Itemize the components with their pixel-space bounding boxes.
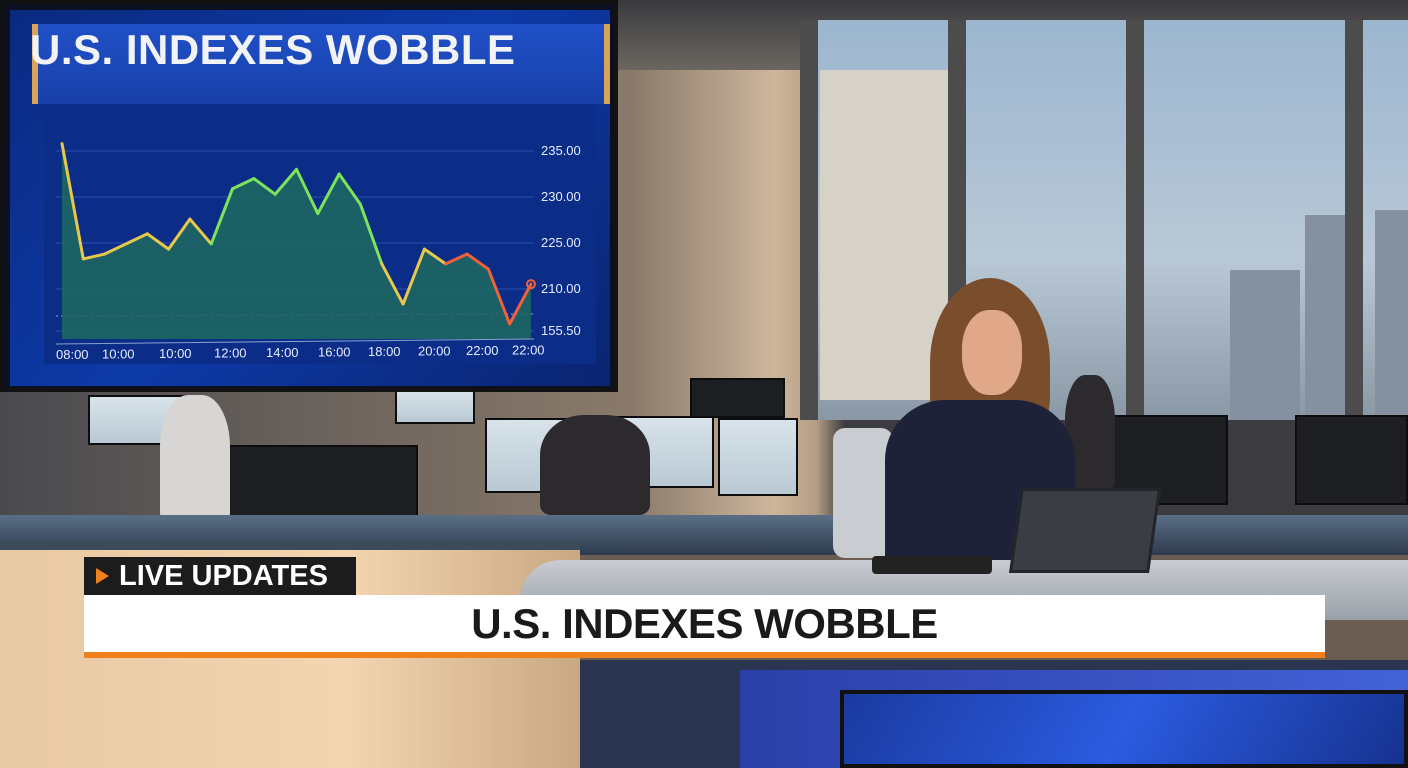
chart-line-segment	[358, 202, 384, 266]
y-tick-label: 230.00	[541, 189, 581, 204]
chair	[833, 428, 893, 558]
headline-text: U.S. INDEXES WOBBLE	[471, 599, 938, 647]
x-tick-label: 10:00	[159, 346, 192, 361]
workstation-monitor	[690, 378, 785, 418]
last-point-marker	[526, 279, 536, 290]
chart-line-segment	[252, 177, 277, 196]
headline-bar: U.S. INDEXES WOBBLE	[84, 595, 1325, 658]
chart-line-segment	[167, 217, 192, 251]
chart-line-segment	[401, 247, 426, 306]
skyscraper	[1375, 210, 1408, 420]
x-axis	[55, 338, 535, 345]
desk-monitor	[840, 690, 1408, 768]
x-tick-label: 10:00	[102, 347, 135, 362]
index-chart: 235.00 230.00 225.00 210.00 155.50 08:00 10:00…	[44, 104, 596, 364]
skyscraper	[1230, 270, 1300, 420]
chart-line-segment	[508, 282, 533, 326]
workstation-monitor	[228, 445, 418, 523]
chart-line-segment	[60, 142, 85, 261]
x-tick-label: 20:00	[418, 344, 451, 359]
chart-line-segment	[422, 247, 448, 266]
y-tick-label: 225.00	[541, 235, 581, 250]
chart-line-segment	[337, 172, 362, 206]
wall-monitor: U.S. INDEXES WOBBLE 235.00 230.00 225.00 21…	[0, 0, 618, 392]
x-tick-label: 18:00	[368, 344, 401, 359]
chart-line-segment	[273, 167, 298, 196]
phone	[872, 556, 992, 574]
chart-line-segment	[486, 267, 512, 326]
live-updates-badge: LIVE UPDATES	[84, 557, 356, 595]
y-tick-label: 210.00	[541, 281, 581, 296]
window-frame	[1345, 20, 1363, 420]
x-tick-label: 22:00	[466, 343, 499, 358]
workstation-monitor	[718, 418, 798, 496]
y-tick-label: 155.50	[541, 323, 581, 338]
staff-member	[160, 395, 230, 525]
chart-line-segment	[209, 187, 235, 246]
chart-line-segment	[316, 172, 341, 216]
chart-line-segment	[188, 217, 213, 246]
chart-line-segment	[145, 232, 171, 251]
skyscraper	[1305, 215, 1345, 420]
building-facade	[820, 70, 950, 400]
x-tick-label: 22:00	[512, 343, 545, 358]
monitor-title: U.S. INDEXES WOBBLE	[30, 26, 516, 73]
live-updates-label: LIVE UPDATES	[119, 559, 328, 592]
chart-line-segment	[380, 262, 405, 306]
tablet	[1009, 488, 1161, 573]
x-tick-label: 12:00	[214, 346, 247, 361]
chart-line-segment	[124, 232, 149, 246]
x-tick-label: 16:00	[318, 345, 351, 360]
y-tick-label: 235.00	[541, 143, 581, 158]
chart-line-segment	[444, 252, 469, 266]
chart-line-segment	[295, 167, 320, 216]
chart-line-segment	[465, 252, 490, 271]
x-tick-label: 08:00	[56, 347, 89, 362]
chart-line-segment	[81, 252, 107, 261]
chart-area	[62, 143, 531, 339]
window-frame	[800, 20, 818, 420]
play-triangle-icon	[96, 568, 109, 584]
monitor-title-bar	[32, 24, 610, 104]
workstation-monitor	[1295, 415, 1408, 505]
x-tick-label: 14:00	[266, 345, 299, 360]
window-frame	[1126, 20, 1144, 420]
city-window	[800, 20, 1408, 420]
staff-member	[540, 415, 650, 515]
anchor-face	[962, 310, 1022, 395]
chart-line-segment	[103, 242, 128, 256]
chart-line-segment	[231, 177, 256, 191]
